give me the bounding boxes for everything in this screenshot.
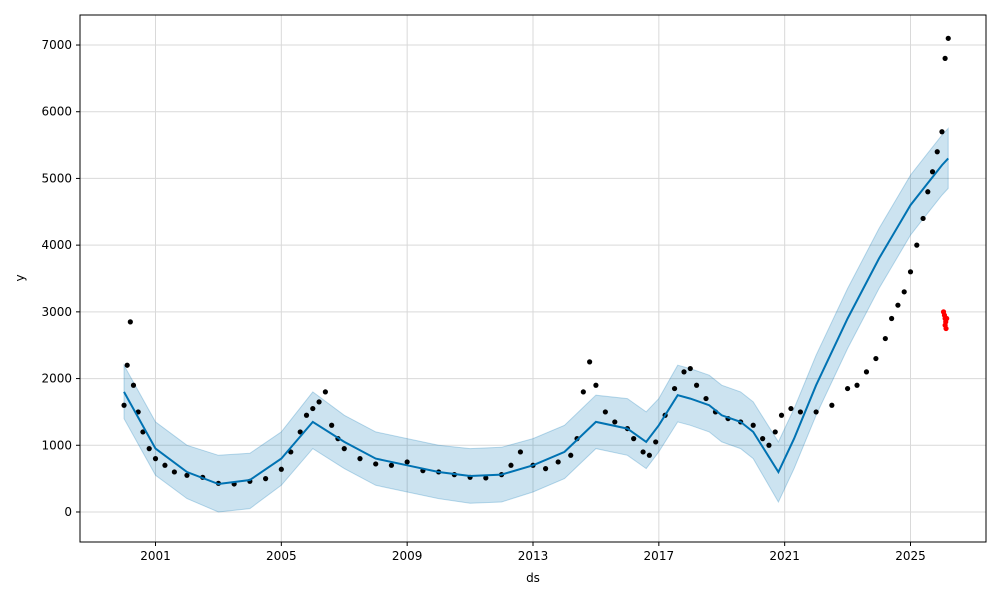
observed-point — [681, 369, 687, 375]
observed-point — [612, 419, 618, 425]
test-point — [943, 325, 949, 332]
observed-point — [580, 389, 586, 395]
y-tick-label: 4000 — [41, 238, 72, 252]
observed-points — [121, 35, 951, 487]
y-axis-label: y — [13, 274, 27, 281]
observed-point — [934, 149, 940, 155]
observed-point — [124, 362, 130, 368]
observed-point — [329, 422, 335, 428]
observed-point — [653, 439, 659, 445]
observed-point — [357, 456, 363, 462]
x-tick-label: 2013 — [518, 549, 549, 563]
y-tick-label: 6000 — [41, 105, 72, 119]
observed-point — [760, 436, 766, 442]
observed-point — [844, 385, 851, 392]
observed-point — [631, 436, 637, 442]
test-points — [940, 309, 950, 332]
observed-point — [901, 289, 907, 295]
observed-point — [693, 382, 700, 388]
observed-point — [316, 399, 322, 405]
observed-point — [895, 302, 901, 308]
observed-point — [171, 469, 177, 475]
observed-point — [508, 462, 514, 468]
observed-point — [483, 475, 489, 481]
observed-point — [920, 215, 926, 222]
forecast-line — [123, 157, 949, 486]
observed-point — [939, 129, 945, 135]
observed-point — [889, 315, 895, 322]
y-tick-label: 3000 — [41, 305, 72, 319]
observed-point — [130, 382, 137, 388]
observed-point — [542, 466, 549, 472]
observed-point — [322, 389, 328, 395]
x-tick-label: 2025 — [895, 549, 926, 563]
observed-point — [404, 459, 410, 465]
observed-point — [602, 409, 608, 415]
observed-point — [788, 405, 794, 412]
observed-point — [813, 409, 819, 415]
observed-point — [297, 429, 303, 435]
observed-point — [140, 429, 146, 435]
observed-point — [854, 382, 860, 388]
observed-point — [942, 55, 948, 61]
observed-point — [772, 429, 778, 435]
observed-point — [162, 462, 168, 468]
gridlines — [80, 15, 986, 542]
observed-point — [184, 472, 190, 478]
x-axis-label: ds — [526, 571, 540, 585]
observed-point — [341, 446, 347, 452]
observed-point — [778, 412, 785, 418]
observed-point — [687, 365, 693, 372]
observed-point — [555, 459, 561, 465]
observed-point — [945, 35, 951, 41]
y-tick-label: 0 — [64, 505, 72, 519]
observed-point — [121, 402, 127, 408]
observed-point — [373, 461, 379, 467]
observed-point — [766, 442, 772, 448]
observed-point — [703, 395, 709, 402]
y-tick-label: 7000 — [41, 38, 72, 52]
x-tick-label: 2001 — [140, 549, 171, 563]
observed-point — [517, 449, 524, 455]
observed-point — [263, 476, 269, 482]
observed-point — [303, 412, 310, 418]
observed-point — [929, 169, 936, 175]
x-tick-label: 2005 — [266, 549, 297, 563]
observed-point — [925, 189, 931, 195]
observed-point — [593, 382, 599, 388]
y-tick-label: 1000 — [41, 438, 72, 452]
observed-point — [671, 385, 678, 392]
observed-point — [914, 242, 920, 248]
observed-point — [750, 422, 756, 428]
observed-point — [907, 269, 914, 275]
x-axis: 2001 2005 2009 2013 2017 2021 2025 — [140, 542, 926, 563]
observed-point — [646, 452, 652, 458]
observed-point — [152, 456, 159, 462]
observed-point — [146, 446, 152, 452]
observed-point — [278, 466, 284, 472]
test-point — [944, 315, 950, 322]
y-tick-label: 5000 — [41, 171, 72, 185]
uncertainty-band — [123, 127, 949, 513]
x-tick-label: 2021 — [769, 549, 800, 563]
y-axis: 0 1000 2000 3000 4000 5000 6000 7000 — [41, 38, 80, 519]
observed-point — [127, 319, 133, 325]
observed-point — [882, 335, 888, 342]
x-tick-label: 2009 — [392, 549, 423, 563]
observed-point — [288, 449, 294, 455]
x-tick-label: 2017 — [644, 549, 675, 563]
y-tick-label: 2000 — [41, 372, 72, 386]
observed-point — [863, 369, 870, 375]
observed-point — [388, 462, 395, 468]
observed-point — [587, 359, 593, 365]
observed-point — [797, 409, 803, 415]
observed-point — [873, 355, 879, 362]
observed-point — [829, 402, 835, 408]
observed-point — [310, 405, 316, 412]
observed-point — [568, 452, 574, 458]
observed-point — [640, 449, 646, 455]
